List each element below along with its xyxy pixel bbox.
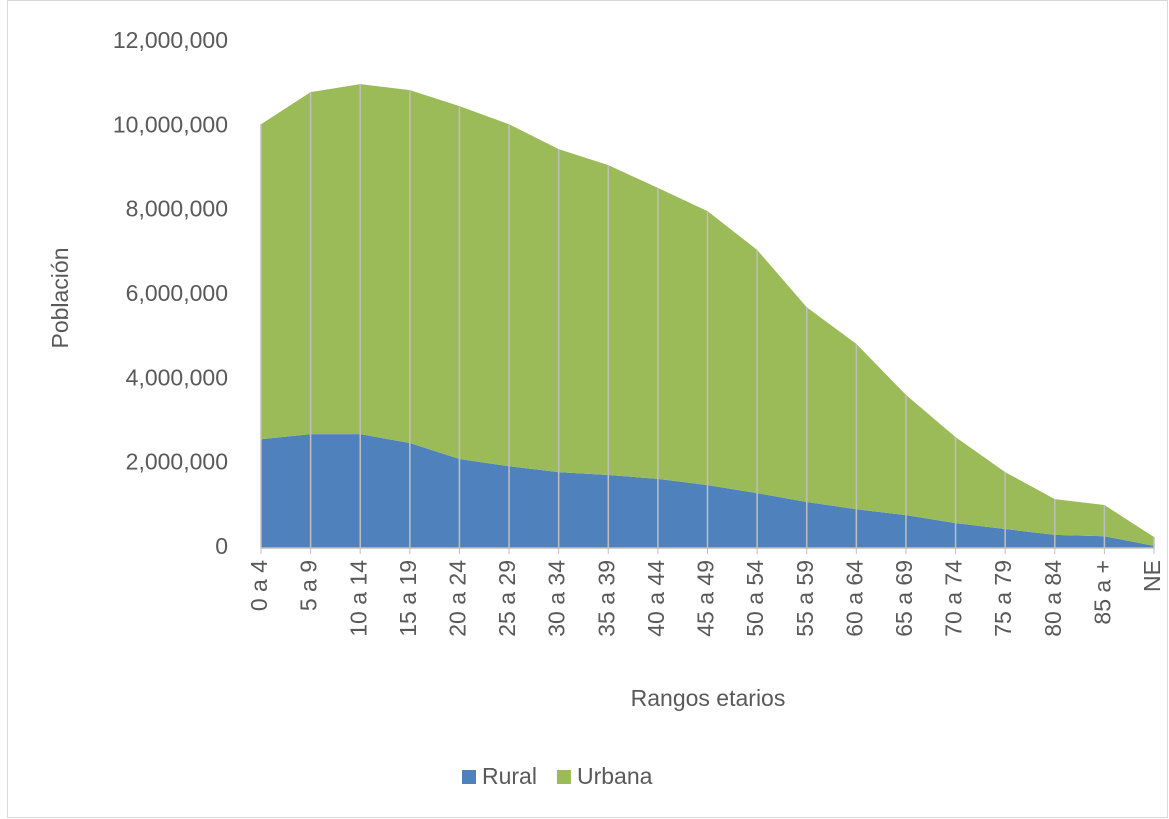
x-tick-label: 75 a 79 [990,560,1016,637]
x-tick-label: 45 a 49 [693,560,719,637]
x-tick-label: 40 a 44 [643,560,669,637]
x-tick-label: 50 a 54 [742,560,768,637]
x-tick-label: 35 a 39 [593,560,619,637]
x-tick-label: 80 a 84 [1040,560,1066,637]
x-tick-label: 5 a 9 [296,560,322,611]
y-tick-label: 0 [215,533,228,559]
legend-label: Rural [482,763,537,789]
x-tick-label: 60 a 64 [841,560,867,637]
y-tick-label: 10,000,000 [113,111,228,137]
x-tick-label: 25 a 29 [494,560,520,637]
x-tick-label: 55 a 59 [792,560,818,637]
legend-swatch [556,770,571,784]
legend-swatch [462,770,476,784]
y-axis-title: Población [47,247,73,348]
y-tick-label: 4,000,000 [126,364,228,390]
y-tick-label: 12,000,000 [113,27,228,53]
y-tick-label: 2,000,000 [126,449,228,475]
x-tick-label: 15 a 19 [395,560,421,637]
legend-label: Urbana [577,763,653,789]
y-tick-label: 6,000,000 [126,280,228,306]
x-tick-label: 85 a + [1089,560,1115,625]
x-tick-label: NE [1139,560,1165,592]
x-tick-label: 30 a 34 [544,560,570,637]
x-tick-label: 65 a 69 [891,560,917,637]
x-axis-title: Rangos etarios [631,685,786,711]
x-tick-label: 70 a 74 [941,560,967,637]
x-tick-label: 20 a 24 [445,560,471,637]
x-tick-label: 0 a 4 [246,560,272,611]
x-tick-label: 10 a 14 [345,560,371,637]
y-tick-label: 8,000,000 [126,196,228,222]
